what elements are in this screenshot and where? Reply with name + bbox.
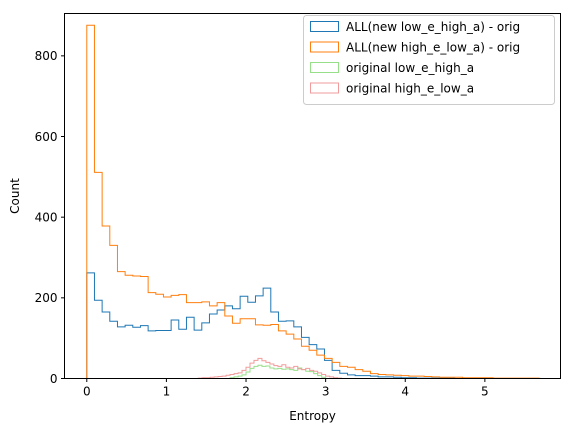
y-axis-ticks: 0 200 400 600 800 (35, 49, 65, 386)
x-axis-ticks: 0 1 2 3 4 5 (83, 378, 489, 399)
x-tick-label: 0 (83, 385, 91, 399)
legend-frame (303, 15, 555, 105)
legend-items: ALL(new low_e_high_a) - orig ALL(new high… (310, 20, 520, 96)
legend-swatch (310, 82, 339, 94)
x-tick-label: 1 (163, 385, 171, 399)
legend-swatch (310, 21, 339, 32)
series-step-2 (86, 24, 540, 379)
y-axis-label: Count (8, 178, 22, 214)
series-step-1 (86, 272, 540, 379)
y-tick-label: 400 (35, 210, 58, 224)
y-tick-label: 600 (35, 130, 58, 144)
series-step-4 (197, 357, 343, 379)
legend[interactable]: ALL(new low_e_high_a) - orig ALL(new high… (303, 15, 555, 105)
legend-label: original high_e_low_a (346, 82, 474, 96)
x-tick-label: 4 (401, 385, 409, 399)
legend-swatch (310, 62, 339, 73)
series-step-3 (229, 364, 327, 379)
y-tick-label: 800 (35, 49, 58, 63)
y-tick-label: 0 (50, 372, 58, 386)
plot-frame (64, 13, 561, 379)
legend-label: ALL(new high_e_low_a) - orig (346, 41, 520, 55)
legend-swatch (310, 41, 339, 53)
x-axis-label: Entropy (289, 409, 336, 423)
x-tick-label: 3 (322, 385, 330, 399)
legend-label: ALL(new low_e_high_a) - orig (346, 20, 520, 34)
x-tick-label: 2 (242, 385, 250, 399)
y-tick-label: 200 (35, 291, 58, 305)
legend-label: original low_e_high_a (346, 61, 474, 75)
x-tick-label: 5 (481, 385, 489, 399)
